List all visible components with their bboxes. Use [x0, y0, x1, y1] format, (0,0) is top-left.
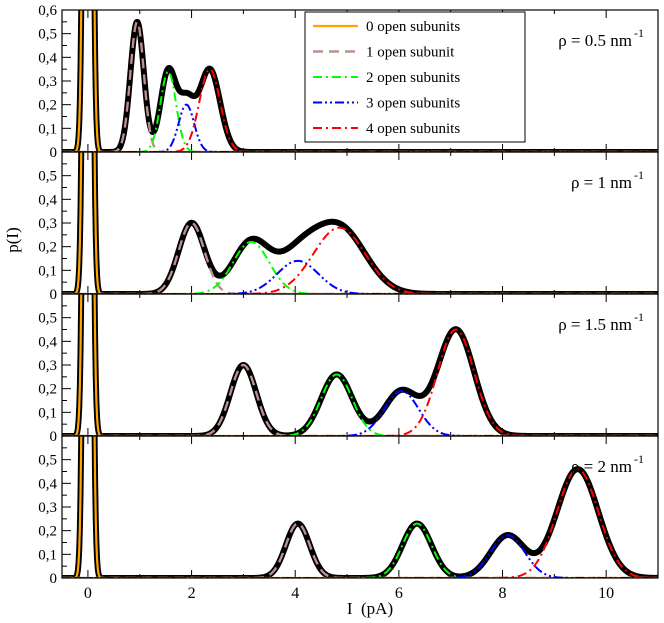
component-curve-1 — [62, 363, 658, 436]
legend-label-1: 1 open subunit — [366, 45, 455, 61]
panel-2: 0 0,1 0,2 0,3 0,4 0,5 ρ = 1 nm -1 — [38, 151, 659, 303]
panel-annotation: ρ = 2 nm — [571, 457, 632, 476]
panel-frame — [61, 151, 659, 295]
y-tick-label: 0,5 — [38, 169, 57, 185]
y-tick-label: 0,1 — [38, 121, 57, 137]
y-tick-label: 0,3 — [38, 74, 57, 90]
component-curve-2 — [62, 522, 658, 578]
y-tick-label: 0,3 — [38, 358, 57, 374]
component-curve-2 — [62, 70, 658, 152]
x-tick-label: 4 — [291, 585, 299, 602]
y-axis-label: p(I) — [3, 227, 22, 252]
y-tick-label: 0 — [50, 145, 58, 161]
legend: 0 open subunits 1 open subunit 2 open subu… — [304, 11, 526, 143]
panel-annotation: ρ = 0.5 nm — [558, 31, 632, 50]
component-curve-3 — [62, 390, 658, 436]
y-tick-label: 0,2 — [38, 524, 57, 540]
component-curve-1 — [62, 522, 658, 578]
y-tick-label: 0,4 — [38, 50, 57, 66]
y-tick-label: 0,4 — [38, 192, 57, 208]
panel-annotation-exponent: -1 — [634, 168, 644, 182]
total-curve — [62, 294, 658, 436]
y-tick-label: 0,3 — [38, 500, 57, 516]
y-tick-label: 0 — [50, 429, 58, 445]
legend-box — [304, 11, 526, 143]
y-tick-label: 0,1 — [38, 263, 57, 279]
panel-4: 0 0,1 0,2 0,3 0,4 0,5 ρ = 2 nm -1 — [38, 435, 659, 587]
y-tick-label: 0 — [50, 287, 58, 303]
component-curve-4 — [62, 468, 658, 578]
total-curve — [62, 152, 658, 294]
component-curve-3 — [62, 259, 658, 294]
y-tick-label: 0,4 — [38, 334, 57, 350]
component-curve-1 — [62, 221, 658, 294]
x-tick-label: 2 — [188, 585, 196, 602]
y-tick-label: 0,2 — [38, 382, 57, 398]
y-tick-label: 0,2 — [38, 240, 57, 256]
panel-3: 0 0,1 0,2 0,3 0,4 0,5 ρ = 1.5 nm -1 — [38, 293, 659, 445]
component-curve-0 — [62, 152, 658, 294]
panel-annotation-exponent: -1 — [634, 26, 644, 40]
x-tick-label: 10 — [598, 585, 614, 602]
component-curve-3 — [62, 534, 658, 578]
panel-annotation: ρ = 1 nm — [571, 173, 632, 192]
panel-annotation-exponent: -1 — [634, 452, 644, 466]
panel-annotation: ρ = 1.5 nm — [558, 315, 632, 334]
y-tick-label: 0,5 — [38, 27, 57, 43]
component-curve-4 — [62, 226, 658, 294]
panel-frame — [61, 435, 659, 579]
component-curve-4 — [62, 328, 658, 436]
x-axis-label: I (pA) — [347, 599, 393, 618]
x-tick-label: 6 — [395, 585, 403, 602]
y-tick-label: 0,3 — [38, 216, 57, 232]
x-tick-label: 0 — [84, 585, 92, 602]
component-curve-2 — [62, 373, 658, 436]
y-tick-label: 0,1 — [38, 405, 57, 421]
y-tick-label: 0,5 — [38, 453, 57, 469]
y-tick-label: 0,2 — [38, 98, 57, 114]
legend-label-2: 2 open subunits — [366, 70, 460, 86]
legend-label-3: 3 open subunits — [366, 96, 460, 112]
panel-annotation-exponent: -1 — [634, 310, 644, 324]
y-tick-label: 0,5 — [38, 311, 57, 327]
legend-label-0: 0 open subunits — [366, 19, 460, 35]
total-curve — [62, 436, 658, 578]
y-tick-label: 0 — [50, 571, 58, 587]
y-tick-label: 0,6 — [38, 3, 57, 19]
y-tick-label: 0,4 — [38, 476, 57, 492]
component-curve-0 — [62, 436, 658, 578]
x-tick-label: 8 — [499, 585, 507, 602]
panels: 00,10,20,30,40,50,6ρ = 0.5 nm -100,10,20,… — [38, 3, 659, 602]
legend-label-4: 4 open subunits — [366, 121, 460, 137]
y-tick-label: 0,1 — [38, 547, 57, 563]
